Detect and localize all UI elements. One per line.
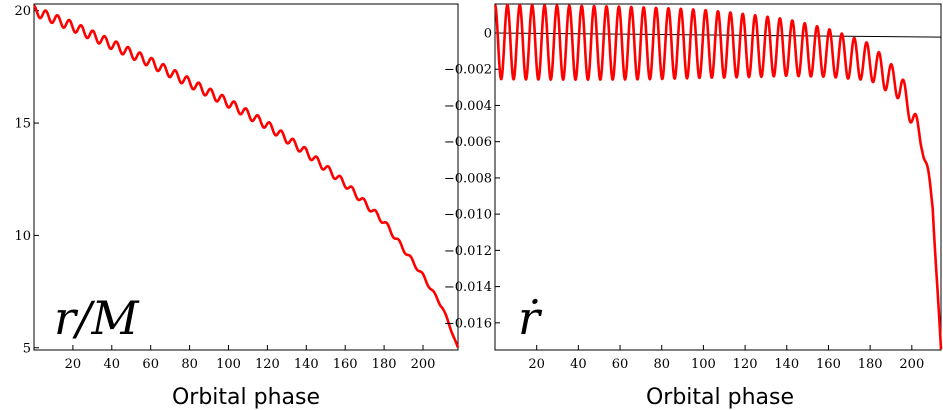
y-tick-label: −0.016	[444, 316, 492, 331]
y-tick-label: 20	[14, 4, 31, 19]
y-tick-label: −0.014	[444, 280, 492, 295]
x-tick-label: 180	[372, 357, 397, 372]
chart-r-dot: 0 −0.002 −0.004 −0.006 −0.008 −0.010 −0.012 −0.…	[444, 3, 943, 410]
y-tick-label: −0.008	[444, 171, 492, 186]
y-axis-ticks: 0 −0.002 −0.004 −0.006 −0.008 −0.010 −0.012 −0.…	[444, 26, 500, 331]
x-tick-label: 200	[411, 357, 436, 372]
x-tick-label: 160	[816, 357, 841, 372]
x-tick-label: 160	[333, 357, 358, 372]
y-tick-label: 10	[14, 229, 31, 244]
y-tick-label: −0.006	[444, 135, 492, 150]
y-axis-ticks: 5 10 15 20	[14, 4, 39, 356]
plot-frame	[33, 3, 459, 351]
x-tick-label: 100	[691, 357, 716, 372]
x-tick-label: 60	[142, 357, 159, 372]
x-axis-label: Orbital phase	[646, 385, 794, 410]
y-tick-label: −0.012	[444, 244, 492, 259]
y-tick-label: 15	[14, 117, 31, 132]
r-dot-series-line	[493, 3, 943, 350]
x-tick-label: 20	[528, 357, 545, 372]
x-tick-label: 60	[612, 357, 629, 372]
annotation-r-dot: ṙ	[518, 291, 543, 345]
y-tick-label: −0.004	[444, 99, 492, 114]
x-tick-label: 100	[216, 357, 241, 372]
x-tick-label: 20	[65, 357, 82, 372]
x-tick-label: 80	[653, 357, 670, 372]
x-tick-label: 140	[294, 357, 319, 372]
x-axis-label: Orbital phase	[172, 385, 320, 410]
x-tick-label: 180	[858, 357, 883, 372]
y-tick-label: 0	[484, 26, 492, 41]
x-tick-label: 200	[899, 357, 924, 372]
x-tick-label: 120	[733, 357, 758, 372]
x-tick-label: 120	[255, 357, 280, 372]
x-tick-label: 40	[570, 357, 587, 372]
plot-frame	[494, 3, 942, 351]
chart-r-over-m: 5 10 15 20 20 40 60 80 100 120 140 160 180 200 r/M O…	[14, 3, 460, 410]
r-over-m-series-line	[33, 4, 460, 349]
x-axis-ticks: 20 40 60 80 100 120 140 160 180 200	[528, 345, 924, 372]
x-axis-ticks: 20 40 60 80 100 120 140 160 180 200	[65, 345, 436, 372]
y-tick-label: −0.010	[444, 208, 492, 223]
y-tick-label: 5	[23, 341, 31, 356]
y-tick-label: −0.002	[444, 63, 492, 78]
x-tick-label: 80	[181, 357, 198, 372]
reference-zero-line	[494, 32, 942, 38]
x-tick-label: 140	[774, 357, 799, 372]
annotation-r-over-m: r/M	[54, 291, 140, 345]
x-tick-label: 40	[104, 357, 121, 372]
